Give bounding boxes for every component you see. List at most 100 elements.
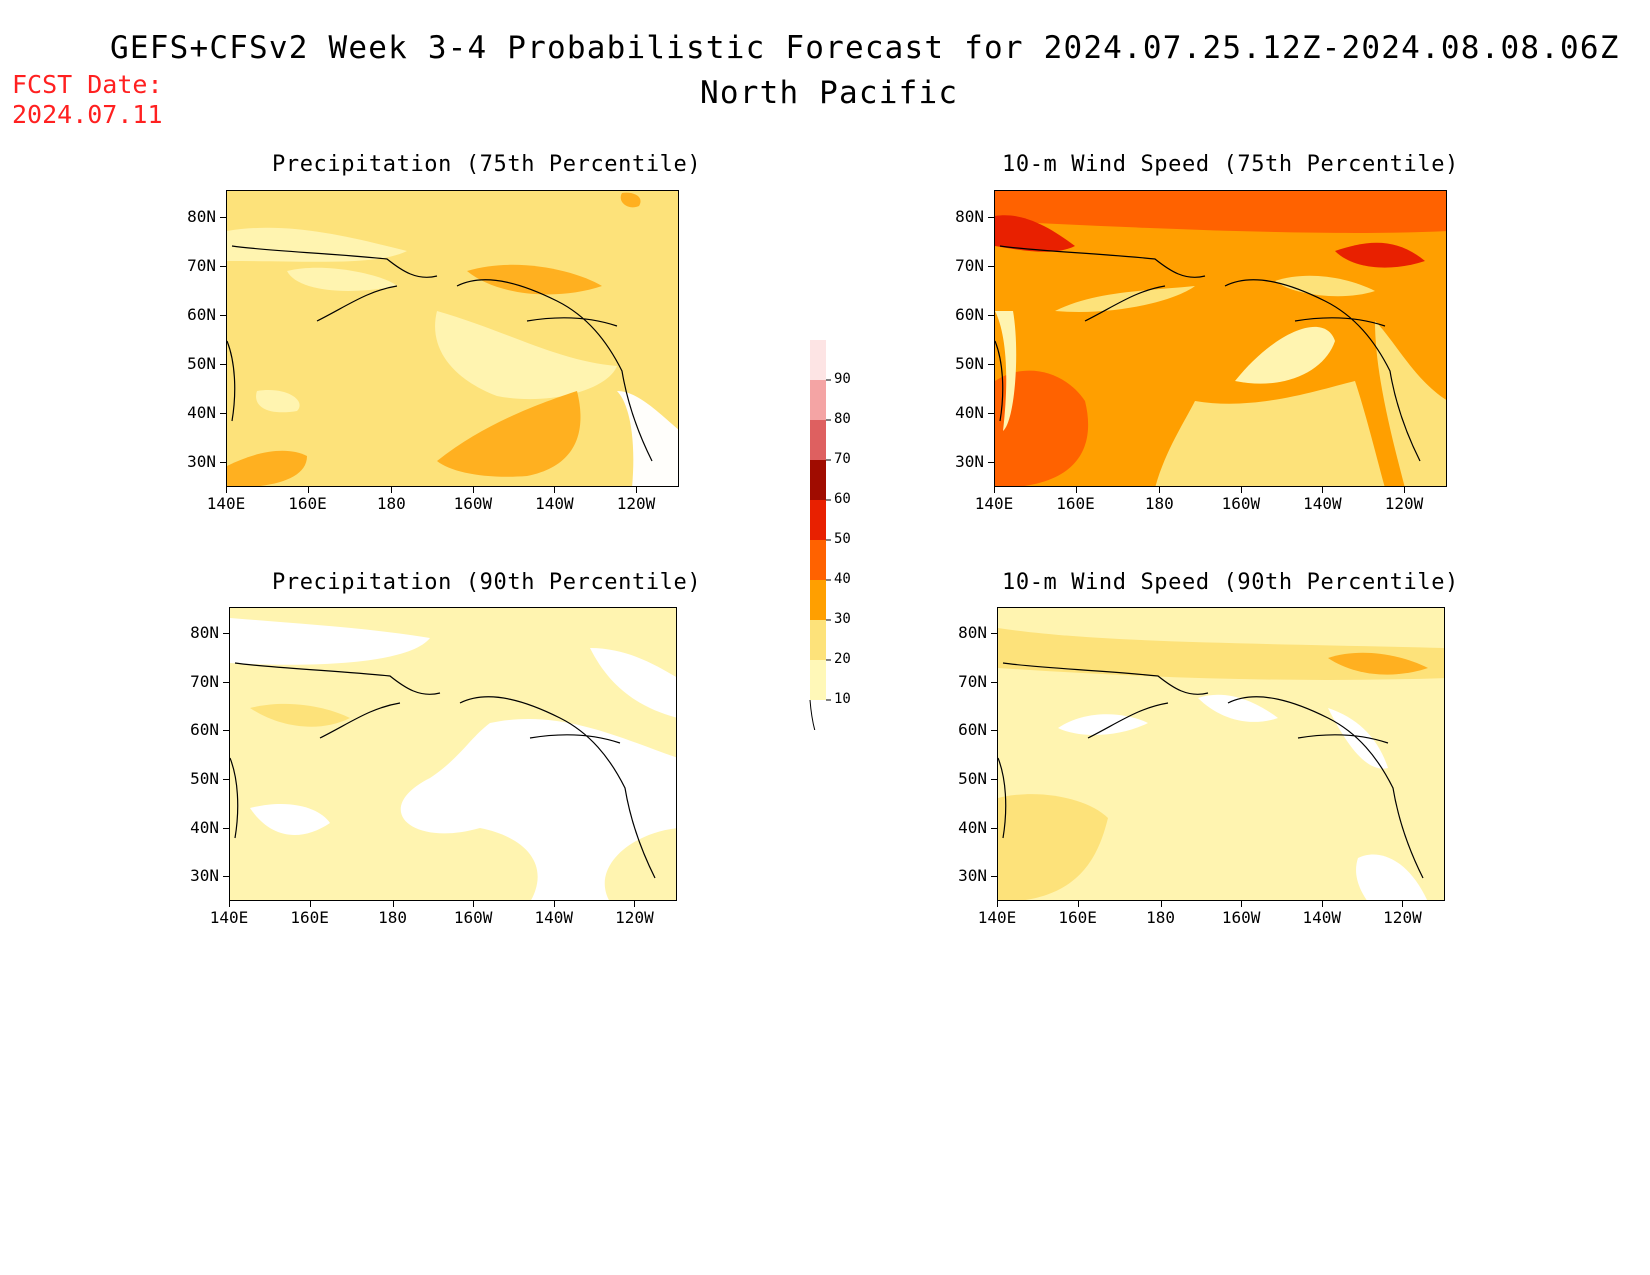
lat-tick	[991, 827, 997, 829]
lat-tick	[988, 314, 994, 316]
lat-label-50n: 50N	[187, 353, 216, 373]
lat-tick	[991, 730, 997, 732]
fcst-date-value: 2024.07.11	[12, 100, 163, 129]
lat-tick	[223, 827, 229, 829]
lon-label-160w: 160W	[1221, 494, 1261, 513]
lat-tick	[988, 461, 994, 463]
lat-label-50n: 50N	[955, 353, 984, 373]
lon-label-160e: 160E	[288, 494, 327, 513]
lon-tick	[1159, 487, 1161, 493]
lon-tick	[229, 901, 230, 907]
colorbar-label-60: 60	[834, 491, 851, 507]
colorbar-swatch-70	[810, 420, 826, 460]
colorbar-label-30: 30	[834, 611, 851, 627]
lon-tick	[1075, 487, 1077, 493]
lat-label-30n: 30N	[187, 451, 216, 471]
lat-tick	[223, 681, 229, 683]
lon-tick	[994, 487, 995, 493]
lat-label-50n: 50N	[958, 768, 987, 788]
lat-tick	[991, 876, 997, 877]
lon-label-160w: 160W	[453, 908, 493, 927]
colorbar-label-50: 50	[834, 531, 851, 547]
lon-tick	[1077, 901, 1079, 907]
chart-title: GEFS+CFSv2 Week 3-4 Probabilistic Foreca…	[110, 30, 1620, 66]
lon-tick	[635, 487, 637, 493]
map-precip-75-graphic	[227, 191, 678, 486]
colorbar-swatch-80	[810, 380, 826, 420]
lat-label-80n: 80N	[958, 623, 987, 643]
colorbar: 10 20 30 40 50 60 70 80 90	[808, 304, 868, 741]
colorbar-label-90: 90	[834, 371, 851, 387]
lon-label-120w: 120W	[616, 494, 656, 513]
lon-tick	[1321, 901, 1323, 907]
lat-tick	[220, 461, 226, 463]
colorbar-swatch-50	[810, 500, 826, 540]
lat-label-50n: 50N	[190, 768, 219, 788]
lon-tick	[1160, 901, 1162, 907]
lon-tick	[997, 901, 998, 907]
lon-tick	[472, 487, 474, 493]
lon-label-140w: 140W	[1303, 494, 1342, 513]
lon-label-160e: 160E	[1056, 494, 1095, 513]
lat-label-30n: 30N	[190, 866, 219, 885]
colorbar-swatch-30	[810, 580, 826, 620]
lat-label-60n: 60N	[187, 304, 216, 324]
panel-title-precip-90: Precipitation (90th Percentile)	[272, 570, 702, 595]
lat-tick	[220, 412, 226, 414]
lon-label-140e: 140E	[206, 494, 246, 513]
colorbar-swatch-40	[810, 540, 826, 580]
lon-label-140e: 140E	[209, 908, 249, 927]
lat-tick	[991, 633, 997, 635]
panel-title-precip-75: Precipitation (75th Percentile)	[272, 152, 702, 177]
lon-tick	[1322, 487, 1324, 493]
lat-tick	[223, 876, 229, 877]
lon-tick	[1402, 901, 1404, 907]
lat-tick	[988, 363, 994, 365]
lon-label-140w: 140W	[1302, 908, 1342, 927]
lon-tick	[226, 487, 227, 493]
lat-label-30n: 30N	[958, 866, 987, 885]
lat-label-40n: 40N	[187, 402, 216, 422]
lon-tick	[634, 901, 636, 907]
lon-tick	[307, 487, 309, 493]
map-wind-90	[997, 607, 1445, 901]
lon-label-120w: 120W	[615, 908, 654, 927]
lat-label-70n: 70N	[190, 671, 219, 691]
panel-title-wind-90: 10-m Wind Speed (90th Percentile)	[1002, 570, 1459, 595]
colorbar-swatch-90	[810, 340, 826, 380]
lat-tick	[223, 778, 229, 780]
lat-label-80n: 80N	[190, 623, 219, 643]
lon-tick	[391, 487, 393, 493]
lon-label-120w: 120W	[1383, 908, 1422, 927]
lon-label-120w: 120W	[1384, 494, 1424, 513]
map-precip-90	[229, 607, 677, 901]
colorbar-swatch-20	[810, 620, 826, 660]
lon-label-160e: 160E	[1058, 908, 1097, 927]
colorbar-label-20: 20	[834, 651, 851, 667]
map-wind-75	[994, 190, 1447, 487]
lat-tick	[991, 778, 997, 780]
lat-tick	[223, 730, 229, 732]
lon-label-160w: 160W	[1221, 908, 1261, 927]
lat-tick	[988, 216, 994, 218]
lon-label-160e: 160E	[290, 908, 329, 927]
lat-tick	[220, 265, 226, 267]
lon-tick	[392, 901, 394, 907]
lon-label-140w: 140W	[534, 908, 574, 927]
lat-tick	[220, 363, 226, 365]
lon-tick	[309, 901, 311, 907]
colorbar-label-40: 40	[834, 571, 851, 587]
forecast-date-block: FCST Date: 2024.07.11	[12, 70, 163, 130]
map-precip-90-graphic	[230, 608, 676, 900]
colorbar-swatch-10	[810, 660, 826, 700]
lon-label-140w: 140W	[535, 494, 574, 513]
lat-label-40n: 40N	[958, 817, 987, 837]
lat-label-70n: 70N	[187, 255, 216, 275]
lat-tick	[223, 633, 229, 635]
lat-tick	[220, 216, 226, 218]
map-wind-90-graphic	[998, 608, 1444, 900]
panel-title-wind-75: 10-m Wind Speed (75th Percentile)	[1002, 152, 1459, 177]
lon-label-180: 180	[378, 908, 407, 927]
lat-label-70n: 70N	[955, 255, 984, 275]
lat-tick	[988, 412, 994, 414]
